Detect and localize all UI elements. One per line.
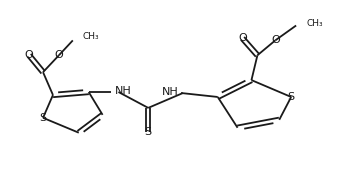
Text: S: S	[145, 127, 152, 137]
Text: NH: NH	[115, 86, 131, 96]
Text: O: O	[55, 50, 63, 60]
Text: S: S	[288, 92, 295, 102]
Text: S: S	[39, 113, 47, 123]
Text: CH₃: CH₃	[306, 19, 323, 28]
Text: O: O	[25, 50, 33, 60]
Text: O: O	[238, 33, 247, 43]
Text: O: O	[271, 35, 280, 45]
Text: CH₃: CH₃	[83, 32, 99, 41]
Text: NH: NH	[162, 87, 179, 97]
